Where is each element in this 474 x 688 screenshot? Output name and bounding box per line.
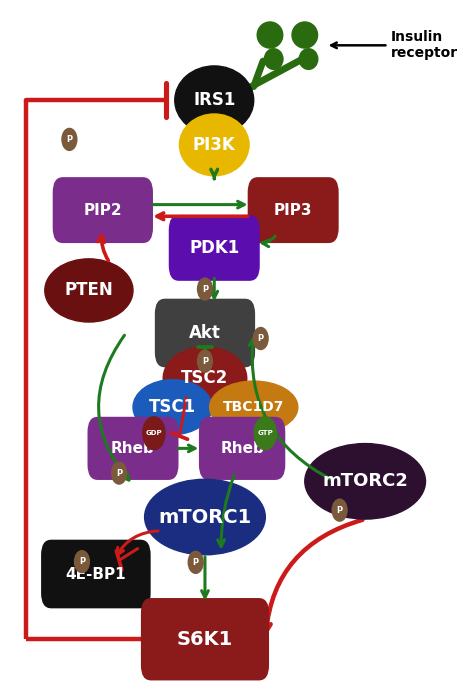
FancyBboxPatch shape <box>88 417 179 480</box>
Text: P: P <box>257 334 264 343</box>
Ellipse shape <box>45 259 133 322</box>
Text: Akt: Akt <box>189 324 221 342</box>
Text: mTORC1: mTORC1 <box>158 508 252 526</box>
Circle shape <box>143 417 165 450</box>
Text: GTP: GTP <box>257 430 273 436</box>
FancyBboxPatch shape <box>53 177 153 243</box>
Text: P: P <box>202 356 208 365</box>
Text: P: P <box>116 469 122 477</box>
Text: PTEN: PTEN <box>64 281 113 299</box>
Text: S6K1: S6K1 <box>177 630 233 649</box>
Text: IRS1: IRS1 <box>193 92 236 109</box>
Circle shape <box>74 550 90 572</box>
Ellipse shape <box>175 66 254 135</box>
FancyBboxPatch shape <box>199 417 285 480</box>
Text: mTORC2: mTORC2 <box>322 473 408 491</box>
Ellipse shape <box>180 114 249 175</box>
Text: PDK1: PDK1 <box>189 239 239 257</box>
Circle shape <box>198 350 212 372</box>
Ellipse shape <box>305 444 426 519</box>
Text: PIP2: PIP2 <box>83 202 122 217</box>
Ellipse shape <box>133 380 212 435</box>
FancyBboxPatch shape <box>248 177 339 243</box>
Ellipse shape <box>145 480 265 555</box>
Ellipse shape <box>163 347 247 410</box>
Text: PIP3: PIP3 <box>274 202 312 217</box>
Circle shape <box>112 462 127 484</box>
Ellipse shape <box>210 381 298 433</box>
Ellipse shape <box>292 22 318 48</box>
Text: TSC2: TSC2 <box>182 369 228 387</box>
Text: 4E-BP1: 4E-BP1 <box>65 566 126 581</box>
Text: PI3K: PI3K <box>193 136 236 154</box>
Text: Rheb: Rheb <box>111 441 155 456</box>
Text: TBC1D7: TBC1D7 <box>223 400 284 414</box>
Text: Rheb: Rheb <box>220 441 264 456</box>
Circle shape <box>254 417 276 450</box>
FancyBboxPatch shape <box>155 299 255 367</box>
Ellipse shape <box>299 49 318 69</box>
Text: P: P <box>337 506 343 515</box>
Text: TSC1: TSC1 <box>149 398 196 416</box>
Circle shape <box>332 499 347 521</box>
Text: P: P <box>66 135 73 144</box>
Text: Insulin
receptor: Insulin receptor <box>391 30 458 61</box>
Text: P: P <box>79 557 85 566</box>
Circle shape <box>188 551 203 573</box>
FancyBboxPatch shape <box>141 598 269 680</box>
Circle shape <box>62 129 77 151</box>
Circle shape <box>253 327 268 350</box>
Ellipse shape <box>264 49 283 69</box>
Text: P: P <box>202 285 208 294</box>
Text: P: P <box>192 558 199 567</box>
FancyBboxPatch shape <box>41 539 151 608</box>
Ellipse shape <box>257 22 283 48</box>
FancyBboxPatch shape <box>169 215 260 281</box>
Text: GDP: GDP <box>146 430 162 436</box>
Circle shape <box>198 278 212 300</box>
